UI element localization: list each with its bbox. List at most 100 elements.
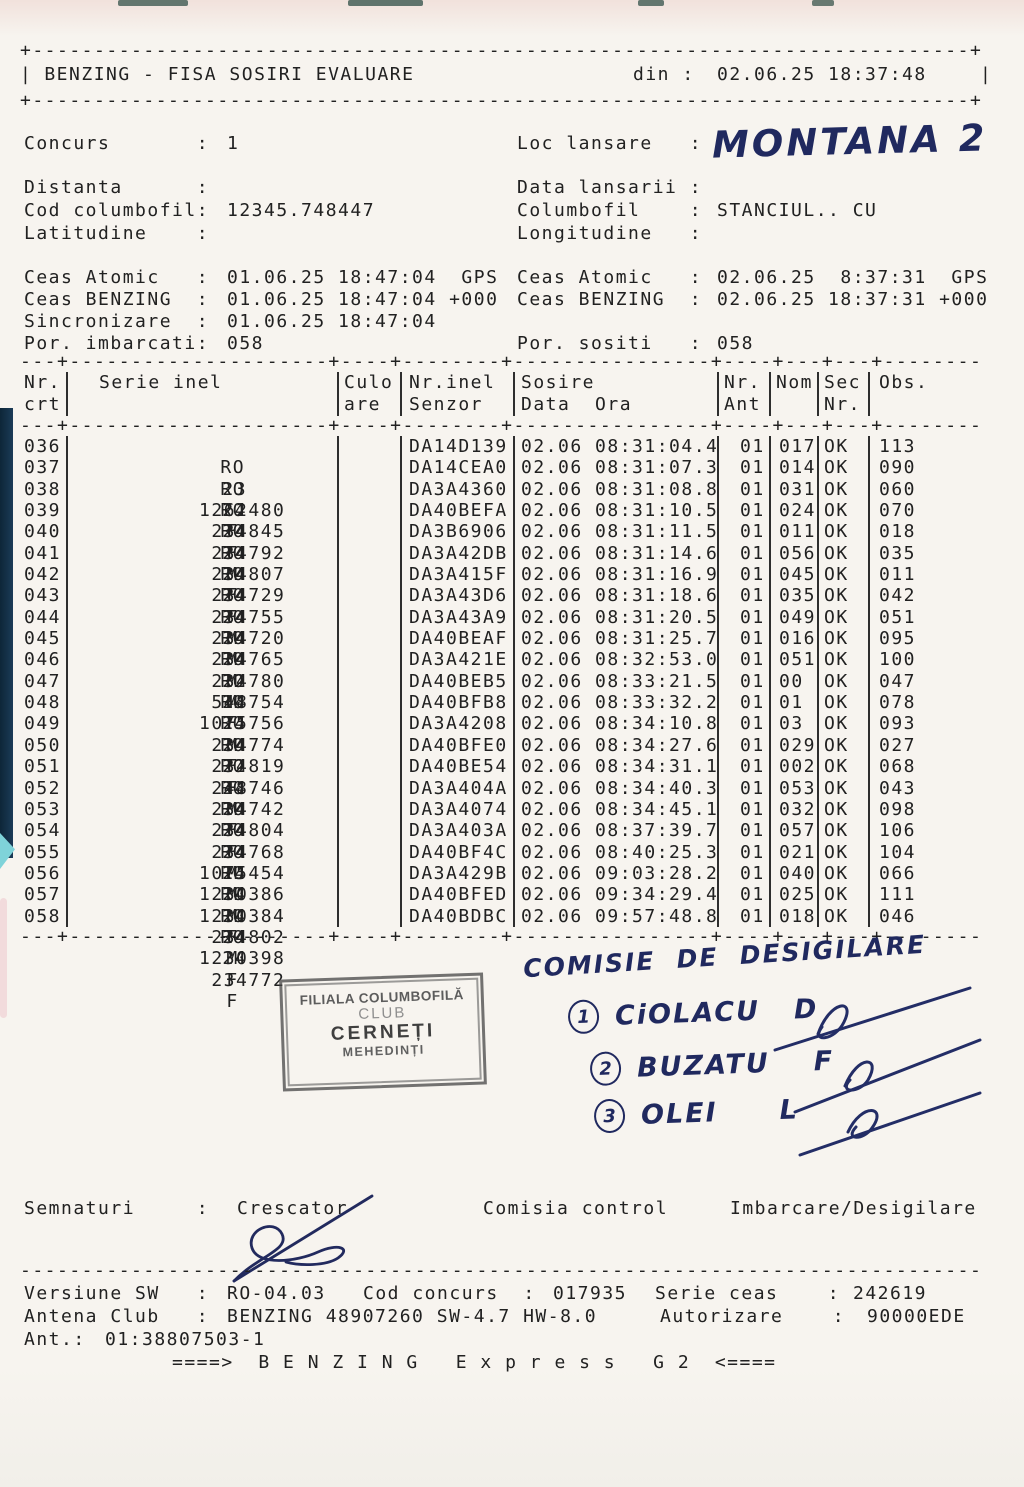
cell-obs: 113 (868, 436, 990, 458)
cell-senzor: DA3A4360 (400, 478, 513, 501)
sex: F (226, 606, 239, 628)
cell-nr-crt: 046 (24, 649, 62, 671)
cell-obs: 042 (868, 585, 990, 607)
cell-serie-inel: RO 24 234729 F (66, 521, 337, 628)
col-header-ant-2: Ant (717, 394, 769, 416)
cell-senzor: DA40BF4C (400, 841, 513, 863)
cell-culoare (337, 670, 400, 693)
cell-nr-crt: 052 (24, 777, 62, 799)
cell-senzor: DA3A403A (400, 820, 513, 842)
cell-nr-crt: 058 (24, 905, 62, 927)
cod-columbofil-value: 12345.748447 (227, 200, 376, 221)
cell-senzor: DA40BEFA (400, 500, 513, 522)
cell-sosire: 02.06 08:31:14.6 (513, 542, 717, 565)
ring-number: 234768 (211, 841, 286, 863)
col-header-serie: Serie inel (66, 372, 337, 394)
cell-obs: 035 (868, 542, 990, 565)
cell-nom: 002 (769, 756, 817, 778)
cell-sec: OK (817, 756, 868, 778)
cell-nr-ant: 01 (717, 628, 769, 650)
member-1-name: CiOLACU (614, 995, 761, 1032)
cell-obs: 095 (868, 628, 990, 650)
cell-nom: 032 (769, 798, 817, 821)
cell-obs: 043 (868, 777, 990, 799)
cell-nr-ant: 01 (717, 457, 769, 479)
cell-sec: OK (817, 862, 868, 885)
cell-senzor: DA3B6906 (400, 521, 513, 543)
ceas-atomic-left-value: 01.06.25 18:47:04 GPS (227, 267, 499, 288)
cell-nr-ant: 01 (717, 542, 769, 565)
table-row: 050 RO 24 234742 F DA40BFE0 02.06 08:34:… (20, 734, 995, 841)
cell-serie-inel: RO 24 234845 F (66, 457, 337, 564)
cell-sec: OK (817, 692, 868, 714)
sex: M (226, 862, 239, 884)
comisie-member-1: 1 CiOLACU D (567, 992, 817, 1035)
sex: F (226, 841, 239, 863)
sex: M (226, 564, 239, 586)
ring-year: 24 (222, 926, 248, 948)
cell-nom: 011 (769, 521, 817, 543)
cell-nom: 053 (769, 777, 817, 799)
comisie-member-3: 3 OLEI L (593, 1092, 798, 1134)
cell-nr-crt: 044 (24, 606, 62, 628)
loc-lansare-label: Loc lansare : (517, 133, 703, 154)
cell-culoare (337, 692, 400, 714)
member-3-initial: L (779, 1093, 798, 1126)
cell-serie-inel: RO 24 234807 F (66, 500, 337, 606)
table-row: 039 RO 24 234807 F DA40BEFA 02.06 08:31:… (20, 500, 995, 606)
cell-nr-ant: 01 (717, 649, 769, 671)
cell-serie-inel: RO 24 234774 F (66, 670, 337, 777)
table-row: 046 RO 24 1075756 M DA3A421E 02.06 08:32… (20, 649, 995, 756)
cell-obs: 098 (868, 798, 990, 821)
club-stamp-inner: FILIALA COLUMBOFILĂ CLUB CERNEȚI MEHEDIN… (284, 977, 482, 1087)
ring-country: RO (220, 521, 246, 543)
table-row: 058 RO 24 234772 F DA40BDBC 02.06 09:57:… (20, 905, 995, 1012)
title-box-top-line: +---------------------------------------… (20, 40, 983, 61)
sex: F (226, 990, 239, 1012)
cell-nom: 017 (769, 436, 817, 458)
sex: M (226, 905, 239, 927)
cell-obs: 111 (868, 884, 990, 906)
ring-year: 24 (222, 628, 248, 650)
ring-year: 24 (222, 500, 248, 522)
scan-artifact-pink-streak (0, 898, 7, 1018)
ceas-atomic-right-value: 02.06.25 8:37:31 GPS (717, 267, 989, 288)
cell-serie-inel: RO 24 234802 M (66, 862, 337, 969)
cell-nom: 021 (769, 841, 817, 863)
ring-year: 22 (222, 756, 248, 778)
ring-country: RO (220, 841, 246, 863)
cell-sosire: 02.06 09:57:48.8 (513, 905, 717, 927)
table-row: 041 RO 24 234755 M DA3A42DB 02.06 08:31:… (20, 542, 995, 649)
cell-nr-crt: 042 (24, 564, 62, 586)
sex: M (226, 649, 239, 671)
ring-year: 24 (222, 585, 248, 607)
cell-sec: OK (817, 734, 868, 757)
table-separator-bottom: ---+---------------------+----+--------+… (20, 926, 983, 947)
cell-serie-inel: RO 24 234765 M (66, 585, 337, 692)
cell-sec: OK (817, 777, 868, 799)
member-2-number: 2 (589, 1051, 622, 1087)
semnaturi-comisia-control: Comisia control (483, 1198, 669, 1219)
ring-country: RO (220, 713, 246, 735)
por-sositi-value: 058 (717, 333, 755, 354)
cell-senzor: DA3A4208 (400, 713, 513, 735)
ring-year: 24 (222, 606, 248, 628)
col-header-serie-2 (66, 394, 337, 416)
cell-culoare (337, 585, 400, 607)
cell-culoare (337, 777, 400, 799)
ring-country: RO (220, 670, 246, 692)
table-row: 054 RO 24 1230386 M DA3A403A 02.06 08:37… (20, 820, 995, 927)
cell-sec: OK (817, 841, 868, 863)
din-label: din : (633, 64, 695, 85)
ring-number: 1075756 (199, 713, 286, 735)
cell-serie-inel: RO 24 1075756 M (66, 649, 337, 756)
ring-year: 24 (222, 734, 248, 756)
ring-year: 24 (222, 713, 248, 735)
table-row: 040 RO 24 234729 F DA3B6906 02.06 08:31:… (20, 521, 995, 628)
cell-obs: 100 (868, 649, 990, 671)
scan-smudge (638, 0, 664, 6)
cell-obs: 068 (868, 756, 990, 778)
cell-nr-crt: 043 (24, 585, 62, 607)
cell-nr-crt: 037 (24, 457, 62, 479)
table-row: 057 RO 24 1230398 F DA40BFED 02.06 09:34… (20, 884, 995, 991)
